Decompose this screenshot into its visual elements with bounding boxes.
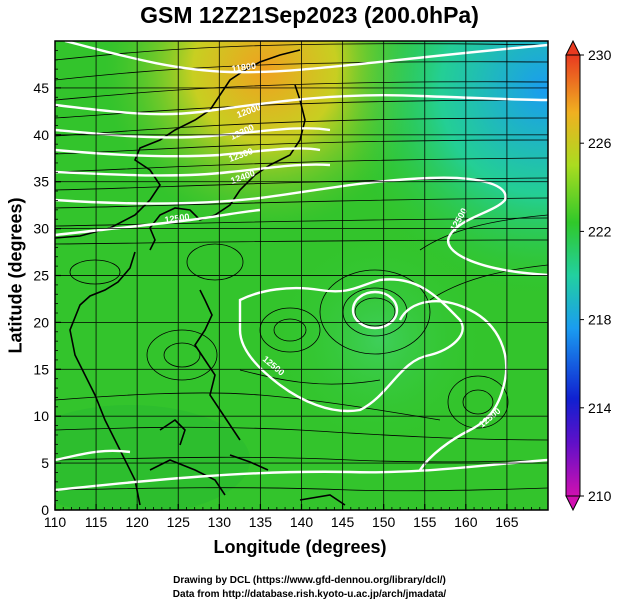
- colorbar-tick-label: 218: [588, 312, 612, 328]
- x-axis-label: Longitude (degrees): [213, 537, 387, 557]
- x-tick-label: 165: [495, 514, 519, 530]
- x-tick-label: 115: [85, 514, 108, 530]
- y-axis: 0 5 10 15 20 25 30 35 40 45: [33, 49, 61, 518]
- x-tick-label: 130: [208, 514, 232, 530]
- colorbar-tick-label: 210: [588, 488, 612, 504]
- contour-label: 11800: [231, 61, 257, 74]
- x-tick-label: 150: [372, 514, 396, 530]
- colorbar-max-arrow: [565, 39, 581, 56]
- x-tick-label: 160: [454, 514, 478, 530]
- y-tick-label: 5: [41, 455, 49, 471]
- x-tick-label: 140: [290, 514, 314, 530]
- y-tick-label: 35: [33, 174, 49, 190]
- wind-speed-field: [55, 41, 548, 510]
- x-tick-label: 135: [249, 514, 273, 530]
- height-contours: [55, 41, 548, 492]
- colorbar: 230 226 222 218 214 210: [565, 39, 612, 512]
- y-tick-label: 0: [41, 502, 49, 518]
- y-tick-label: 10: [33, 408, 49, 424]
- y-tick-label: 25: [33, 268, 49, 284]
- map-title: GSM 12Z21Sep2023 (200.0hPa): [140, 2, 479, 28]
- x-tick-label: 110: [44, 514, 67, 530]
- credit-drawing: Drawing by DCL (https://www.gfd-dennou.o…: [173, 575, 446, 586]
- x-tick-label: 145: [331, 514, 355, 530]
- colorbar-tick-label: 214: [588, 400, 612, 416]
- x-tick-label: 155: [413, 514, 437, 530]
- colorbar-tick-label: 226: [588, 135, 612, 151]
- colorbar-tick-label: 230: [588, 47, 612, 63]
- x-tick-label: 125: [167, 514, 191, 530]
- y-tick-label: 30: [33, 221, 49, 237]
- credit-data-source: Data from http://database.rish.kyoto-u.a…: [172, 589, 447, 600]
- colorbar-tick-label: 222: [588, 223, 612, 239]
- y-tick-label: 40: [33, 127, 49, 143]
- contour-label: 12500: [164, 212, 190, 225]
- y-tick-label: 45: [33, 80, 49, 96]
- x-axis: 110 115 120 125 130 135 140 145 150 155 160 165: [44, 504, 541, 530]
- grid: [55, 41, 548, 510]
- colorbar-min-arrow: [565, 495, 581, 512]
- y-tick-label: 15: [33, 361, 49, 377]
- y-tick-label: 20: [33, 314, 49, 330]
- streamlines: [55, 43, 548, 492]
- x-tick-label: 120: [125, 514, 149, 530]
